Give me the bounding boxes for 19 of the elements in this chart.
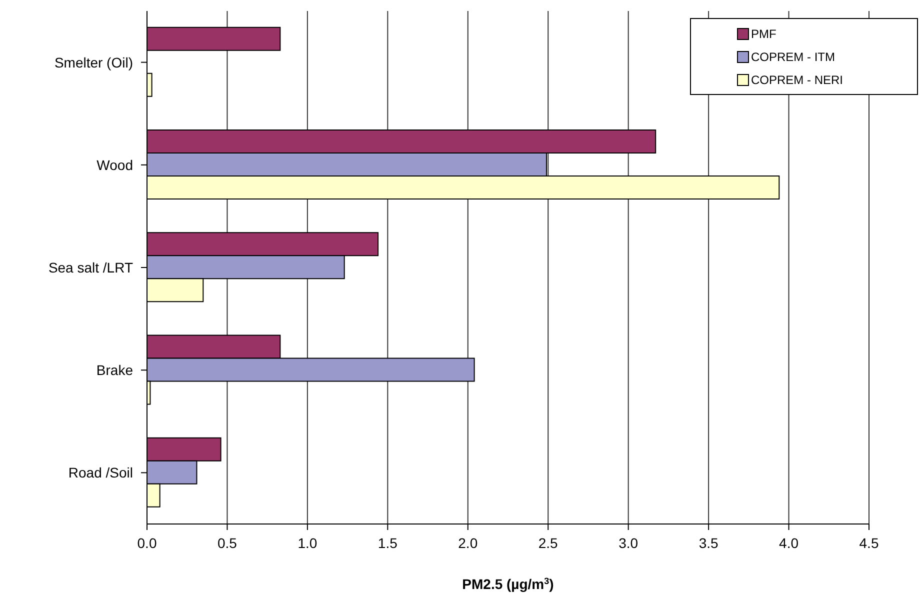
- x-tick-label: 1.5: [378, 534, 398, 551]
- legend-label: COPREM - ITM: [751, 50, 835, 64]
- y-tick-label: Brake: [96, 362, 134, 378]
- x-tick-label: 3.0: [618, 534, 638, 551]
- y-tick-label: Sea salt /LRT: [48, 259, 134, 276]
- y-tick-label: Wood: [96, 156, 133, 173]
- x-tick-label: 2.5: [538, 534, 558, 551]
- x-tick-label: 0.0: [137, 534, 157, 551]
- y-tick-label: Road /Soil: [68, 464, 133, 481]
- x-tick-label: 3.5: [698, 534, 718, 551]
- x-tick-label: 4.0: [779, 534, 799, 551]
- x-tick-label: 2.0: [458, 534, 478, 551]
- x-tick-label: 4.5: [859, 534, 879, 551]
- x-tick-label: 1.0: [298, 534, 318, 551]
- legend-label: PMF: [751, 26, 776, 40]
- x-axis-title: PM2.5 (µg/m$^{3}$): [462, 576, 554, 592]
- y-tick-label: Smelter (Oil): [54, 54, 133, 70]
- legend-label: COPREM - NERI: [751, 72, 844, 86]
- x-tick-label: 0.5: [217, 534, 238, 551]
